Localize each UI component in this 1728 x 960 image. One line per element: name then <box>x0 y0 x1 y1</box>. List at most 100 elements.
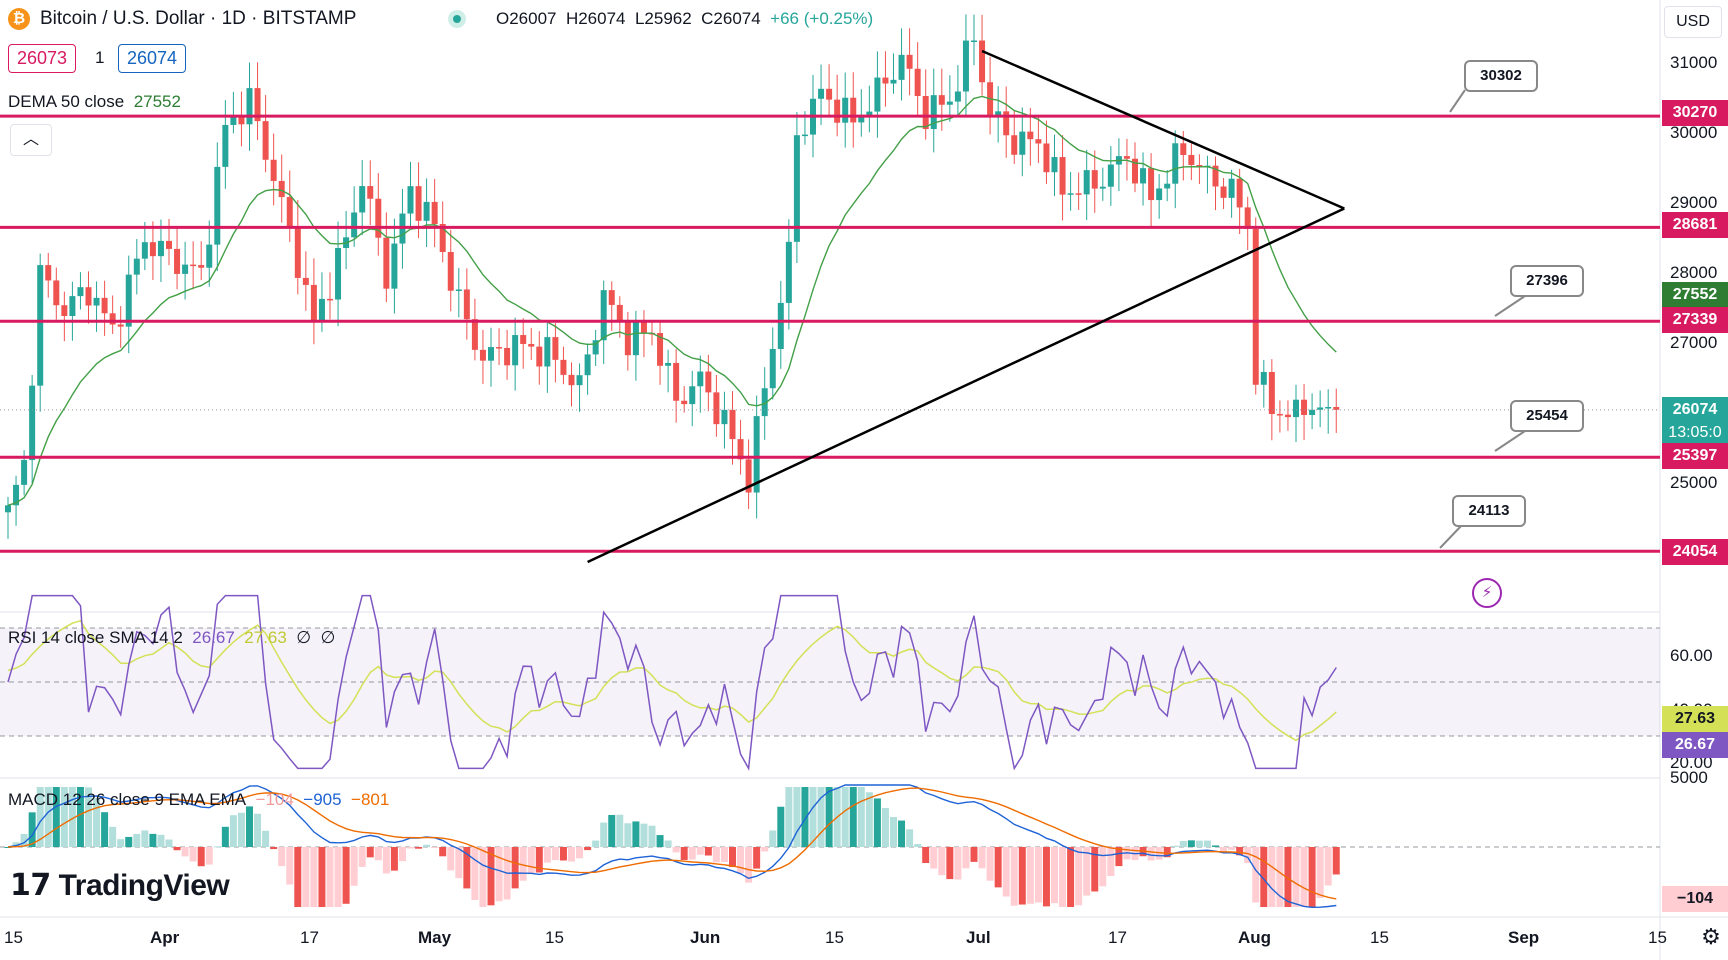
candle-body <box>5 505 11 513</box>
tradingview-logo[interactable]: 𝟭𝟳 TradingView <box>10 869 230 902</box>
candle-body <box>1011 135 1018 155</box>
macd-histogram-bar <box>415 847 423 849</box>
candle <box>367 160 374 226</box>
settings-gear-icon[interactable]: ⚙ <box>1701 924 1721 949</box>
price-callout[interactable]: 30302 <box>1464 60 1538 92</box>
candle <box>1260 359 1267 408</box>
macd-histogram-bar <box>930 847 938 869</box>
candle <box>971 14 977 66</box>
candle <box>536 331 543 385</box>
macd-histogram-bar <box>471 847 479 900</box>
macd-histogram-bar <box>970 847 978 862</box>
macd-histogram-bar <box>865 792 873 847</box>
symbol-title[interactable]: Bitcoin / U.S. Dollar · 1D · BITSTAMP <box>40 8 357 29</box>
candle-body <box>504 347 511 366</box>
candle <box>681 386 688 413</box>
candle <box>697 355 704 413</box>
price-callout[interactable]: 27396 <box>1510 265 1584 297</box>
candle-body <box>536 346 543 367</box>
dema-value: 27552 <box>133 92 181 111</box>
rsi-legend[interactable]: RSI 14 close SMA 14 2 26.67 27.63 ∅ ∅ <box>8 628 335 648</box>
candle-body <box>359 186 366 213</box>
candle-body <box>375 198 382 238</box>
ohlc-readout: O26007 H26074 L25962 C26074 +66 (+0.25%) <box>496 9 873 29</box>
macd-histogram-bar <box>374 847 382 861</box>
candle-body <box>1140 168 1147 184</box>
collapse-legend-button[interactable]: ︿ <box>10 124 52 156</box>
macd-histogram-bar <box>197 847 205 867</box>
ohlc-high: H26074 <box>565 9 626 28</box>
candle-body <box>1301 399 1308 415</box>
level-price-tag: 30270 <box>1662 100 1728 126</box>
candle <box>1309 393 1316 430</box>
callout-pointer <box>1494 430 1526 452</box>
currency-button[interactable]: USD <box>1664 6 1722 38</box>
price-callout[interactable]: 25454 <box>1510 400 1584 432</box>
candle <box>544 322 551 393</box>
macd-histogram-bar <box>881 807 889 847</box>
macd-histogram-bar <box>511 847 519 889</box>
macd-histogram-bar <box>254 813 262 847</box>
candle-body <box>327 298 333 301</box>
macd-histogram-bar <box>205 847 213 865</box>
candle <box>479 329 486 384</box>
macd-legend[interactable]: MACD 12 26 close 9 EMA EMA −104 −905 −80… <box>8 790 389 810</box>
buy-price-box[interactable]: 26074 <box>118 44 187 73</box>
macd-histogram-bar <box>664 840 672 847</box>
candle <box>608 281 615 331</box>
macd-histogram-bar <box>294 847 302 907</box>
candle-body <box>85 287 92 306</box>
candle <box>1325 389 1332 434</box>
sell-price-box[interactable]: 26073 <box>8 44 77 73</box>
candle-body <box>479 349 486 361</box>
candle <box>335 221 342 327</box>
price-callout[interactable]: 24113 <box>1452 495 1526 527</box>
macd-signal-line <box>7 787 1337 900</box>
candle <box>777 280 784 369</box>
candle <box>793 112 800 263</box>
candle <box>1035 115 1042 164</box>
macd-histogram-bar <box>1179 840 1187 847</box>
candle <box>254 62 261 141</box>
lightning-icon[interactable]: ⚡ <box>1472 578 1502 608</box>
price-axis-label: 31000 <box>1670 53 1718 72</box>
macd-histogram-bar <box>914 843 922 847</box>
macd-histogram-bar <box>366 847 374 858</box>
callout-pointer <box>1494 295 1526 317</box>
macd-histogram-bar <box>1091 847 1099 892</box>
macd-histogram-bar <box>1308 847 1316 907</box>
candle <box>359 160 366 236</box>
candle-body <box>1051 157 1058 173</box>
dema-legend[interactable]: DEMA 50 close 27552 <box>8 92 181 112</box>
macd-histogram-bar <box>519 847 527 881</box>
macd-histogram-bar <box>229 815 237 847</box>
macd-histogram-bar <box>559 847 567 861</box>
candle <box>1156 174 1163 219</box>
candle <box>1188 143 1195 181</box>
macd-histogram-bar <box>616 814 624 847</box>
candle-body <box>310 284 317 321</box>
candle <box>407 161 414 228</box>
candle <box>447 229 454 312</box>
macd-histogram-bar <box>12 842 20 847</box>
price-axis-label: 29000 <box>1670 193 1718 212</box>
candle-body <box>906 54 913 69</box>
candle-body <box>1180 143 1187 155</box>
macd-histogram-bar <box>1187 840 1195 847</box>
candle <box>13 475 20 526</box>
candle-body <box>1083 170 1090 195</box>
candle <box>423 178 430 247</box>
candle <box>37 253 44 412</box>
candle-body <box>455 289 462 291</box>
candle-body <box>769 348 776 389</box>
candle-body <box>1325 407 1332 409</box>
candle <box>1284 400 1291 431</box>
candle <box>930 68 937 153</box>
candle <box>512 317 519 391</box>
candle-body <box>713 392 720 425</box>
macd-histogram-bar <box>334 847 342 907</box>
candle-body <box>471 319 478 350</box>
macd-histogram-bar <box>1018 847 1026 905</box>
candle-body <box>1156 188 1163 201</box>
